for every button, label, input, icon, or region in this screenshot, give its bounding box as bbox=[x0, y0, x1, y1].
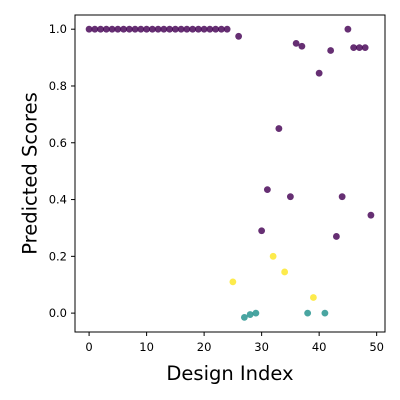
data-point bbox=[286, 193, 294, 201]
data-point bbox=[327, 47, 335, 54]
data-point bbox=[194, 25, 202, 33]
data-point bbox=[321, 309, 329, 317]
x-tick-label: 10 bbox=[139, 340, 154, 354]
data-point bbox=[246, 311, 254, 318]
data-point bbox=[298, 42, 306, 50]
data-point bbox=[258, 227, 266, 235]
data-point bbox=[367, 211, 375, 219]
y-axis: 0.0 0.2 0.4 0.6 0.8 1.0 bbox=[49, 22, 75, 320]
data-point bbox=[217, 25, 225, 33]
data-point bbox=[344, 25, 352, 33]
y-tick-label: 0.8 bbox=[49, 79, 67, 93]
data-point bbox=[114, 25, 122, 33]
data-point bbox=[235, 32, 243, 40]
y-tick-label: 1.0 bbox=[49, 22, 67, 36]
plot-frame bbox=[74, 14, 386, 333]
data-point bbox=[177, 25, 185, 33]
data-point bbox=[229, 278, 237, 286]
data-point bbox=[333, 233, 340, 240]
data-point bbox=[97, 25, 104, 33]
x-tick-label: 50 bbox=[369, 340, 384, 354]
y-tick-label: 0.0 bbox=[49, 306, 67, 320]
data-point bbox=[275, 125, 283, 132]
data-point bbox=[143, 25, 151, 33]
data-point bbox=[166, 25, 174, 33]
data-point bbox=[131, 25, 139, 33]
data-point bbox=[361, 44, 369, 52]
y-tick-label: 0.6 bbox=[49, 136, 67, 150]
data-point bbox=[171, 25, 179, 33]
data-point bbox=[269, 252, 277, 260]
x-tick-label: 30 bbox=[254, 340, 269, 354]
x-tick-label: 20 bbox=[197, 340, 212, 354]
data-point bbox=[120, 25, 127, 33]
data-point bbox=[292, 39, 300, 47]
data-point bbox=[252, 309, 260, 317]
data-point bbox=[200, 25, 208, 33]
x-axis: 0 10 20 30 40 50 bbox=[85, 332, 384, 354]
y-axis-label: Predicted Scores bbox=[19, 92, 42, 255]
x-tick-label: 40 bbox=[312, 340, 327, 354]
data-point bbox=[91, 25, 99, 33]
data-point bbox=[137, 25, 145, 33]
data-point bbox=[338, 193, 346, 201]
x-axis-label: Design Index bbox=[166, 362, 293, 385]
data-point bbox=[154, 25, 162, 33]
y-tick-label: 0.4 bbox=[49, 193, 67, 207]
points-layer bbox=[85, 25, 375, 321]
data-point bbox=[183, 25, 191, 33]
data-point bbox=[304, 309, 312, 317]
data-point bbox=[160, 25, 168, 33]
data-point bbox=[125, 25, 133, 33]
data-point bbox=[148, 25, 156, 33]
y-tick-label: 0.2 bbox=[49, 249, 67, 263]
data-point bbox=[281, 268, 289, 276]
data-point bbox=[102, 25, 110, 33]
data-point bbox=[315, 69, 323, 77]
data-point bbox=[189, 25, 197, 33]
data-point bbox=[310, 294, 317, 301]
data-point bbox=[350, 44, 358, 52]
data-point bbox=[263, 186, 271, 194]
x-tick-label: 0 bbox=[85, 340, 92, 354]
data-point bbox=[356, 44, 363, 52]
data-point bbox=[108, 25, 116, 33]
data-point bbox=[206, 25, 214, 33]
data-point bbox=[240, 313, 248, 321]
data-point bbox=[223, 25, 231, 33]
data-point bbox=[85, 25, 93, 33]
data-point bbox=[212, 25, 220, 33]
